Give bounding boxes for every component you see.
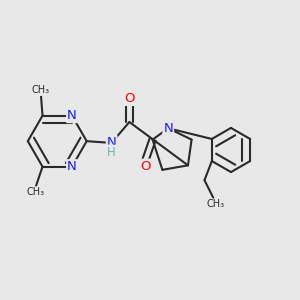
Text: O: O: [140, 160, 151, 172]
Text: N: N: [164, 122, 173, 135]
Text: N: N: [67, 109, 77, 122]
Text: O: O: [124, 92, 135, 105]
Text: H: H: [107, 146, 116, 159]
Text: N: N: [67, 160, 77, 173]
Text: CH₃: CH₃: [207, 199, 225, 209]
Text: CH₃: CH₃: [27, 187, 45, 197]
Text: N: N: [107, 136, 117, 149]
Text: CH₃: CH₃: [32, 85, 50, 95]
